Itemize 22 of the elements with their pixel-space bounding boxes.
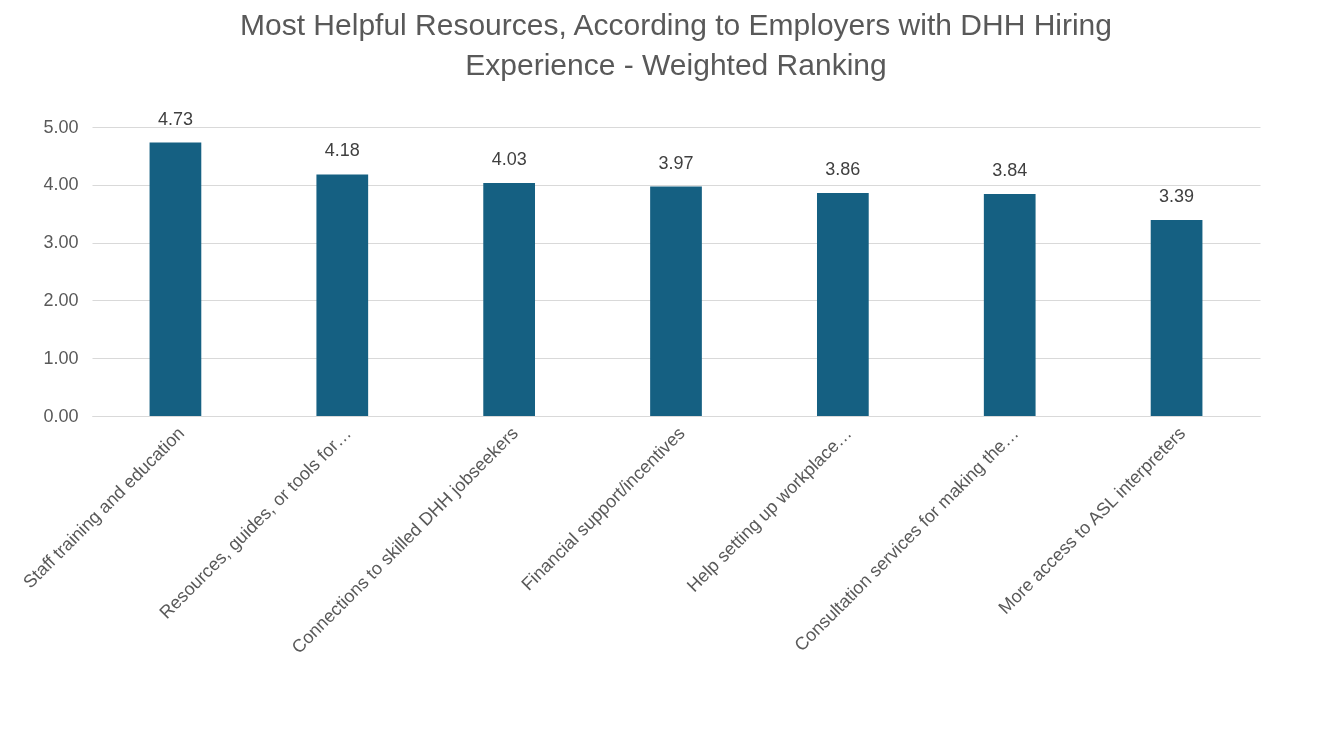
text: Most Helpful Resources, According to Employers with DHH Hiring [240,7,1112,41]
y-tick-label: 5.00 [43,116,79,137]
bar [1150,220,1203,416]
bar [483,183,536,416]
data-label: 4.03 [491,149,527,170]
bar [316,174,369,416]
data-label: 3.86 [825,158,861,179]
y-tick-label: 1.00 [43,347,79,368]
bar [149,142,202,416]
data-label: 4.18 [324,140,360,161]
data-label: 4.73 [157,108,193,129]
y-tick-label: 2.00 [43,289,79,310]
data-label: 3.84 [992,160,1028,181]
y-tick-label: 3.00 [43,232,79,253]
y-tick-label: 0.00 [43,405,79,426]
text: Experience - Weighted Ranking [465,47,887,81]
bar [983,194,1036,416]
bar [816,192,869,416]
bar [650,186,702,416]
data-label: 3.39 [1159,186,1195,207]
y-tick-label: 4.00 [43,174,79,195]
data-label: 3.97 [658,152,694,173]
